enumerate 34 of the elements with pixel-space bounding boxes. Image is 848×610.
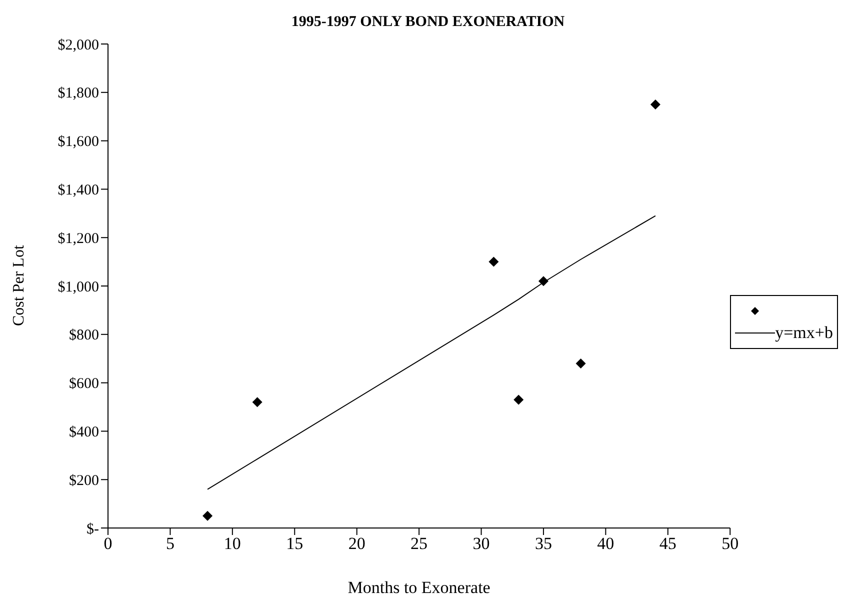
- y-axis-title: Cost Per Lot: [10, 244, 28, 326]
- legend-label: y=mx+b: [775, 323, 833, 343]
- y-tick-label: $200: [69, 472, 99, 489]
- point: [488, 256, 499, 267]
- x-tick-label: 35: [534, 534, 552, 554]
- x-tick-label: 40: [597, 534, 614, 554]
- point: [252, 397, 262, 408]
- x-tick-label: 0: [104, 534, 112, 554]
- y-tick-label: $2,000: [58, 37, 99, 54]
- y-tick-label: $1,600: [58, 134, 99, 150]
- y-tick-label: $1,200: [58, 230, 99, 247]
- point: [538, 276, 548, 286]
- x-tick-label: 50: [722, 534, 739, 554]
- line-series: [207, 215, 656, 490]
- x-tick-label: 30: [472, 534, 490, 554]
- y-tick-label: $1,800: [58, 86, 99, 102]
- chart-title: 1995-1997 ONLY BOND EXONERATION: [290, 13, 566, 32]
- x-tick-label: 15: [286, 534, 304, 554]
- y-tick-label: $400: [69, 424, 99, 441]
- x-tick-label: 10: [224, 534, 241, 554]
- x-tick-label: 5: [166, 534, 174, 554]
- point: [202, 510, 213, 521]
- x-tick-label: 20: [348, 534, 366, 554]
- x-axis-title: Months to Exonerate: [348, 578, 490, 597]
- y-tick-label: $1,400: [58, 182, 99, 199]
- point: [650, 100, 660, 110]
- point: [514, 394, 524, 405]
- y-tick-label: $800: [69, 328, 99, 344]
- x-tick-label: 45: [659, 534, 676, 554]
- y-tick-label: $-: [86, 521, 99, 538]
- x-tick-label: 25: [410, 534, 428, 554]
- point: [576, 358, 586, 368]
- y-tick-label: $600: [69, 376, 99, 392]
- y-tick-label: $1,000: [58, 279, 99, 296]
